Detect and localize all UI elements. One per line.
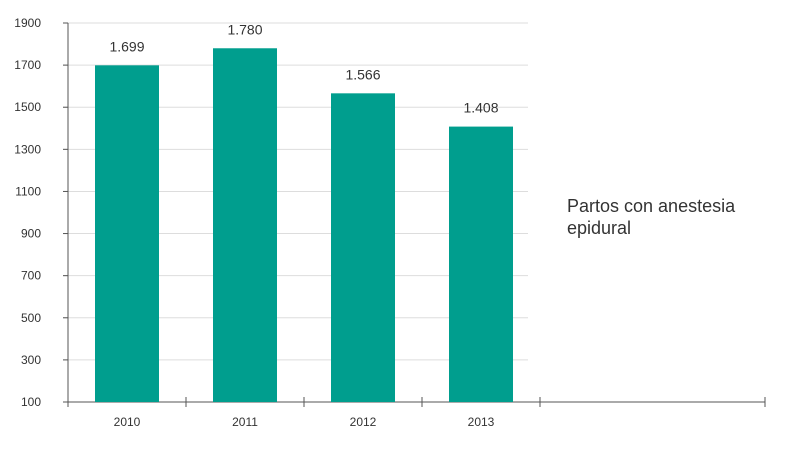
x-tick-label: 2010 — [114, 415, 141, 429]
x-tick-label: 2013 — [468, 415, 495, 429]
data-label: 1.408 — [463, 100, 498, 116]
y-tick-label: 900 — [21, 227, 41, 241]
bar — [213, 48, 277, 403]
y-tick-label: 1300 — [14, 142, 41, 156]
data-label: 1.566 — [345, 66, 380, 82]
y-tick-label: 700 — [21, 269, 41, 283]
y-tick-label: 1500 — [14, 100, 41, 114]
x-tick-label: 2012 — [350, 415, 377, 429]
bar — [331, 93, 395, 402]
x-tick-label: 2011 — [232, 415, 258, 429]
data-label: 1.780 — [227, 21, 262, 37]
bar — [449, 126, 513, 403]
y-tick-label: 1900 — [14, 16, 41, 30]
data-label: 1.699 — [109, 38, 144, 54]
legend-label: Partos con anestesia epidural — [567, 196, 736, 238]
y-tick-label: 100 — [21, 395, 41, 409]
y-tick-label: 1700 — [14, 58, 41, 72]
y-tick-label: 1100 — [15, 184, 41, 198]
bar — [95, 65, 159, 403]
y-tick-label: 300 — [21, 353, 41, 367]
y-tick-label: 500 — [21, 311, 41, 325]
